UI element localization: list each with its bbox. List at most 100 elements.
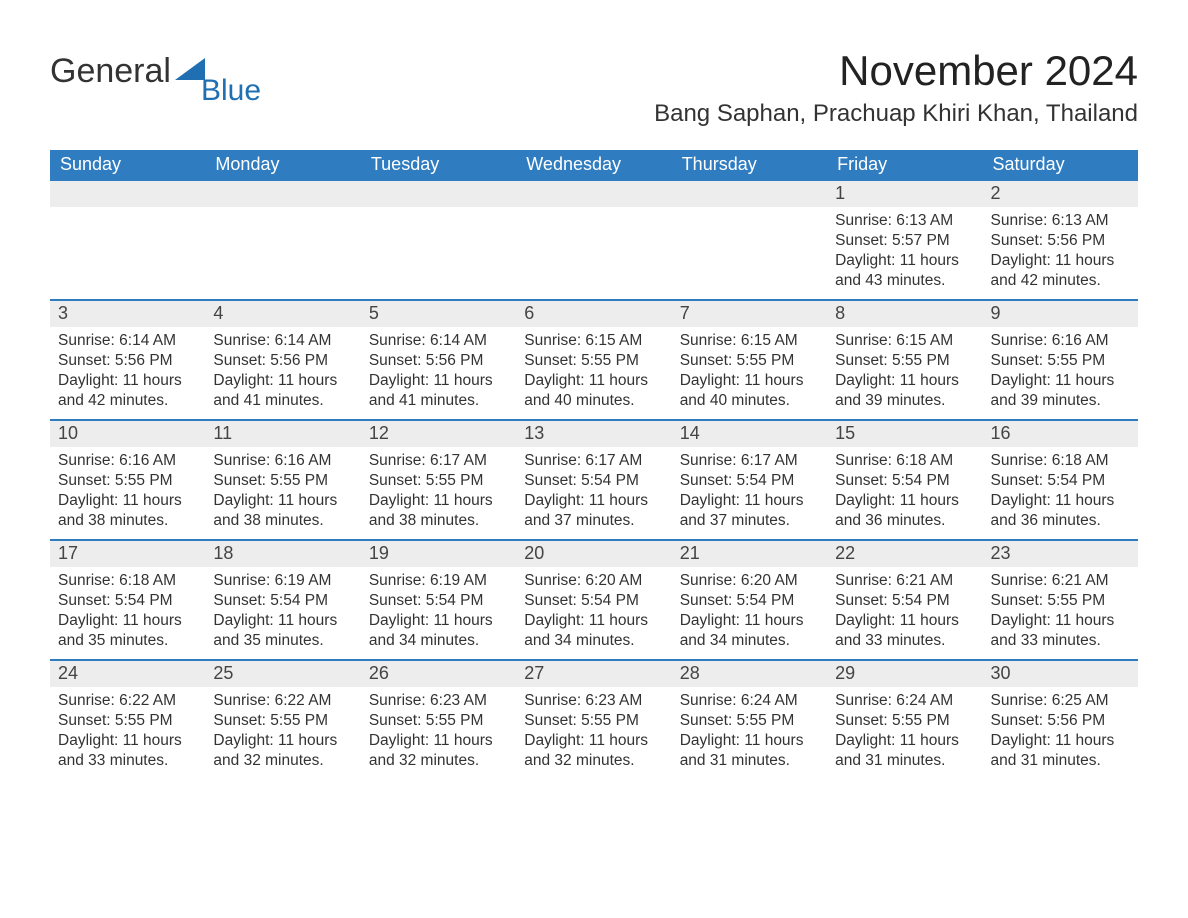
sunrise-line: Sunrise: 6:19 AM — [369, 571, 508, 591]
sunrise-line: Sunrise: 6:25 AM — [991, 691, 1130, 711]
sunset-line: Sunset: 5:54 PM — [835, 471, 974, 491]
day-details: Sunrise: 6:15 AMSunset: 5:55 PMDaylight:… — [827, 327, 982, 416]
daylight-line: Daylight: 11 hours and 39 minutes. — [835, 371, 974, 411]
day-cell: 28Sunrise: 6:24 AMSunset: 5:55 PMDayligh… — [672, 661, 827, 779]
day-cell: 9Sunrise: 6:16 AMSunset: 5:55 PMDaylight… — [983, 301, 1138, 419]
day-cell: 16Sunrise: 6:18 AMSunset: 5:54 PMDayligh… — [983, 421, 1138, 539]
daylight-line: Daylight: 11 hours and 37 minutes. — [524, 491, 663, 531]
daylight-line: Daylight: 11 hours and 32 minutes. — [369, 731, 508, 771]
day-cell: 13Sunrise: 6:17 AMSunset: 5:54 PMDayligh… — [516, 421, 671, 539]
daylight-line: Daylight: 11 hours and 32 minutes. — [524, 731, 663, 771]
day-of-week-header-row: SundayMondayTuesdayWednesdayThursdayFrid… — [50, 150, 1138, 181]
day-of-week-header: Monday — [205, 150, 360, 181]
sunset-line: Sunset: 5:54 PM — [991, 471, 1130, 491]
sunrise-line: Sunrise: 6:24 AM — [835, 691, 974, 711]
daylight-line: Daylight: 11 hours and 33 minutes. — [835, 611, 974, 651]
week-row: 17Sunrise: 6:18 AMSunset: 5:54 PMDayligh… — [50, 539, 1138, 659]
day-number: 3 — [50, 301, 205, 327]
month-title: November 2024 — [654, 48, 1138, 94]
day-cell: 15Sunrise: 6:18 AMSunset: 5:54 PMDayligh… — [827, 421, 982, 539]
day-details: Sunrise: 6:19 AMSunset: 5:54 PMDaylight:… — [361, 567, 516, 656]
sunrise-line: Sunrise: 6:17 AM — [524, 451, 663, 471]
day-details: Sunrise: 6:23 AMSunset: 5:55 PMDaylight:… — [516, 687, 671, 776]
sunrise-line: Sunrise: 6:15 AM — [835, 331, 974, 351]
day-cell: 2Sunrise: 6:13 AMSunset: 5:56 PMDaylight… — [983, 181, 1138, 299]
day-number — [361, 181, 516, 207]
daylight-line: Daylight: 11 hours and 42 minutes. — [991, 251, 1130, 291]
sunset-line: Sunset: 5:55 PM — [369, 711, 508, 731]
sunrise-line: Sunrise: 6:20 AM — [680, 571, 819, 591]
day-details: Sunrise: 6:25 AMSunset: 5:56 PMDaylight:… — [983, 687, 1138, 776]
daylight-line: Daylight: 11 hours and 43 minutes. — [835, 251, 974, 291]
day-details — [361, 207, 516, 217]
day-details: Sunrise: 6:14 AMSunset: 5:56 PMDaylight:… — [361, 327, 516, 416]
sunrise-line: Sunrise: 6:17 AM — [369, 451, 508, 471]
day-number — [205, 181, 360, 207]
sunrise-line: Sunrise: 6:18 AM — [58, 571, 197, 591]
day-cell: 12Sunrise: 6:17 AMSunset: 5:55 PMDayligh… — [361, 421, 516, 539]
brand-logo: General Blue — [50, 48, 261, 106]
sunset-line: Sunset: 5:55 PM — [991, 591, 1130, 611]
day-cell: 3Sunrise: 6:14 AMSunset: 5:56 PMDaylight… — [50, 301, 205, 419]
day-cell: 8Sunrise: 6:15 AMSunset: 5:55 PMDaylight… — [827, 301, 982, 419]
day-of-week-header: Tuesday — [361, 150, 516, 181]
daylight-line: Daylight: 11 hours and 35 minutes. — [58, 611, 197, 651]
daylight-line: Daylight: 11 hours and 40 minutes. — [680, 371, 819, 411]
day-cell: 7Sunrise: 6:15 AMSunset: 5:55 PMDaylight… — [672, 301, 827, 419]
sunset-line: Sunset: 5:56 PM — [991, 231, 1130, 251]
empty-day-cell — [672, 181, 827, 299]
daylight-line: Daylight: 11 hours and 42 minutes. — [58, 371, 197, 411]
sunrise-line: Sunrise: 6:22 AM — [58, 691, 197, 711]
sunset-line: Sunset: 5:57 PM — [835, 231, 974, 251]
sunset-line: Sunset: 5:54 PM — [213, 591, 352, 611]
day-number: 30 — [983, 661, 1138, 687]
daylight-line: Daylight: 11 hours and 35 minutes. — [213, 611, 352, 651]
day-number: 9 — [983, 301, 1138, 327]
day-details: Sunrise: 6:20 AMSunset: 5:54 PMDaylight:… — [672, 567, 827, 656]
day-details: Sunrise: 6:18 AMSunset: 5:54 PMDaylight:… — [827, 447, 982, 536]
day-number: 10 — [50, 421, 205, 447]
daylight-line: Daylight: 11 hours and 31 minutes. — [991, 731, 1130, 771]
daylight-line: Daylight: 11 hours and 38 minutes. — [213, 491, 352, 531]
daylight-line: Daylight: 11 hours and 37 minutes. — [680, 491, 819, 531]
day-number: 12 — [361, 421, 516, 447]
day-number: 16 — [983, 421, 1138, 447]
page-header: General Blue November 2024 Bang Saphan, … — [50, 48, 1138, 142]
sunset-line: Sunset: 5:55 PM — [524, 711, 663, 731]
day-details: Sunrise: 6:19 AMSunset: 5:54 PMDaylight:… — [205, 567, 360, 656]
week-row: 1Sunrise: 6:13 AMSunset: 5:57 PMDaylight… — [50, 181, 1138, 299]
calendar-grid: SundayMondayTuesdayWednesdayThursdayFrid… — [50, 150, 1138, 779]
day-number: 25 — [205, 661, 360, 687]
sunrise-line: Sunrise: 6:13 AM — [835, 211, 974, 231]
daylight-line: Daylight: 11 hours and 31 minutes. — [835, 731, 974, 771]
day-details: Sunrise: 6:22 AMSunset: 5:55 PMDaylight:… — [205, 687, 360, 776]
day-number — [50, 181, 205, 207]
daylight-line: Daylight: 11 hours and 38 minutes. — [369, 491, 508, 531]
sunset-line: Sunset: 5:54 PM — [835, 591, 974, 611]
week-row: 10Sunrise: 6:16 AMSunset: 5:55 PMDayligh… — [50, 419, 1138, 539]
calendar-page: General Blue November 2024 Bang Saphan, … — [0, 0, 1188, 839]
sunrise-line: Sunrise: 6:21 AM — [991, 571, 1130, 591]
day-details: Sunrise: 6:18 AMSunset: 5:54 PMDaylight:… — [983, 447, 1138, 536]
sunrise-line: Sunrise: 6:16 AM — [213, 451, 352, 471]
sunrise-line: Sunrise: 6:24 AM — [680, 691, 819, 711]
sunset-line: Sunset: 5:54 PM — [680, 471, 819, 491]
day-details: Sunrise: 6:22 AMSunset: 5:55 PMDaylight:… — [50, 687, 205, 776]
day-number: 6 — [516, 301, 671, 327]
day-number: 17 — [50, 541, 205, 567]
day-details: Sunrise: 6:20 AMSunset: 5:54 PMDaylight:… — [516, 567, 671, 656]
day-cell: 21Sunrise: 6:20 AMSunset: 5:54 PMDayligh… — [672, 541, 827, 659]
day-number — [516, 181, 671, 207]
title-block: November 2024 Bang Saphan, Prachuap Khir… — [654, 48, 1138, 142]
day-cell: 14Sunrise: 6:17 AMSunset: 5:54 PMDayligh… — [672, 421, 827, 539]
sunset-line: Sunset: 5:55 PM — [213, 471, 352, 491]
sunset-line: Sunset: 5:55 PM — [58, 711, 197, 731]
day-details: Sunrise: 6:15 AMSunset: 5:55 PMDaylight:… — [516, 327, 671, 416]
day-cell: 17Sunrise: 6:18 AMSunset: 5:54 PMDayligh… — [50, 541, 205, 659]
sunrise-line: Sunrise: 6:21 AM — [835, 571, 974, 591]
sunset-line: Sunset: 5:54 PM — [524, 591, 663, 611]
day-cell: 29Sunrise: 6:24 AMSunset: 5:55 PMDayligh… — [827, 661, 982, 779]
day-details: Sunrise: 6:24 AMSunset: 5:55 PMDaylight:… — [672, 687, 827, 776]
day-number: 13 — [516, 421, 671, 447]
day-of-week-header: Sunday — [50, 150, 205, 181]
